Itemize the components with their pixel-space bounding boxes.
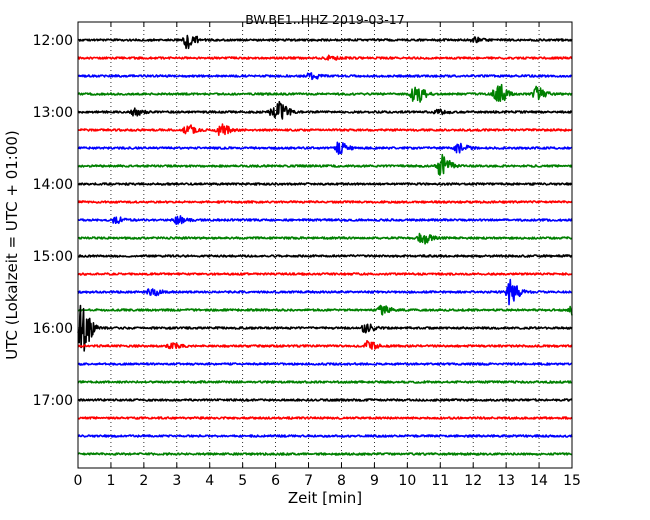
chart-title: BW.BE1..HHZ 2019-03-17 bbox=[245, 12, 404, 27]
x-tick-label: 7 bbox=[304, 473, 313, 489]
seismogram-trace bbox=[77, 339, 573, 350]
seismogram-trace bbox=[77, 452, 573, 456]
seismogram-trace bbox=[77, 123, 573, 137]
seismogram-trace bbox=[77, 54, 573, 61]
y-tick-label: 14:00 bbox=[33, 177, 73, 193]
x-tick-label: 5 bbox=[238, 473, 247, 489]
seismogram-trace bbox=[77, 182, 573, 186]
y-axis-label: UTC (Lokalzeit = UTC + 01:00) bbox=[3, 130, 21, 360]
seismogram-trace bbox=[77, 416, 573, 420]
seismogram-trace bbox=[77, 398, 573, 402]
x-tick-label: 3 bbox=[172, 473, 181, 489]
seismogram-traces bbox=[77, 34, 573, 456]
seismogram-trace bbox=[77, 254, 573, 258]
x-tick-label: 2 bbox=[139, 473, 148, 489]
seismogram-trace bbox=[77, 215, 573, 225]
y-tick-label: 13:00 bbox=[33, 105, 73, 121]
x-tick-label: 10 bbox=[398, 473, 416, 489]
seismogram-trace bbox=[77, 362, 573, 366]
y-tick-label: 16:00 bbox=[33, 321, 73, 337]
seismogram-trace bbox=[77, 100, 573, 120]
x-tick-label: 0 bbox=[74, 473, 83, 489]
x-axis-label: Zeit [min] bbox=[288, 489, 362, 507]
x-axis-ticks: 0 1 2 3 4 5 6 7 8 9 10 11 12 13 14 15 bbox=[74, 22, 581, 489]
seismogram-trace bbox=[77, 304, 573, 316]
y-tick-label: 17:00 bbox=[33, 393, 73, 409]
seismogram-trace bbox=[77, 272, 573, 276]
seismogram-trace bbox=[77, 304, 573, 352]
y-tick-label: 12:00 bbox=[33, 33, 73, 49]
seismogram-trace bbox=[77, 141, 573, 155]
seismogram-trace bbox=[77, 380, 573, 384]
x-tick-label: 14 bbox=[530, 473, 548, 489]
seismogram-trace bbox=[77, 34, 573, 50]
y-axis-ticks: 12:00 13:00 14:00 15:00 16:00 17:00 bbox=[33, 33, 572, 409]
seismogram-trace bbox=[77, 83, 573, 103]
x-tick-label: 11 bbox=[431, 473, 449, 489]
seismogram-trace bbox=[77, 72, 573, 81]
x-tick-label: 12 bbox=[464, 473, 482, 489]
x-tick-label: 13 bbox=[497, 473, 515, 489]
seismogram-trace bbox=[77, 153, 573, 176]
seismogram-trace bbox=[77, 232, 573, 245]
y-tick-label: 15:00 bbox=[33, 249, 73, 265]
x-tick-label: 9 bbox=[370, 473, 379, 489]
x-tick-label: 15 bbox=[563, 473, 581, 489]
seismogram-trace bbox=[77, 434, 573, 438]
seismogram-trace bbox=[77, 200, 573, 204]
plot-frame bbox=[77, 21, 573, 469]
x-tick-label: 1 bbox=[106, 473, 115, 489]
x-tick-label: 4 bbox=[205, 473, 214, 489]
x-tick-label: 8 bbox=[337, 473, 346, 489]
seismogram-trace bbox=[77, 278, 573, 306]
x-tick-label: 6 bbox=[271, 473, 280, 489]
